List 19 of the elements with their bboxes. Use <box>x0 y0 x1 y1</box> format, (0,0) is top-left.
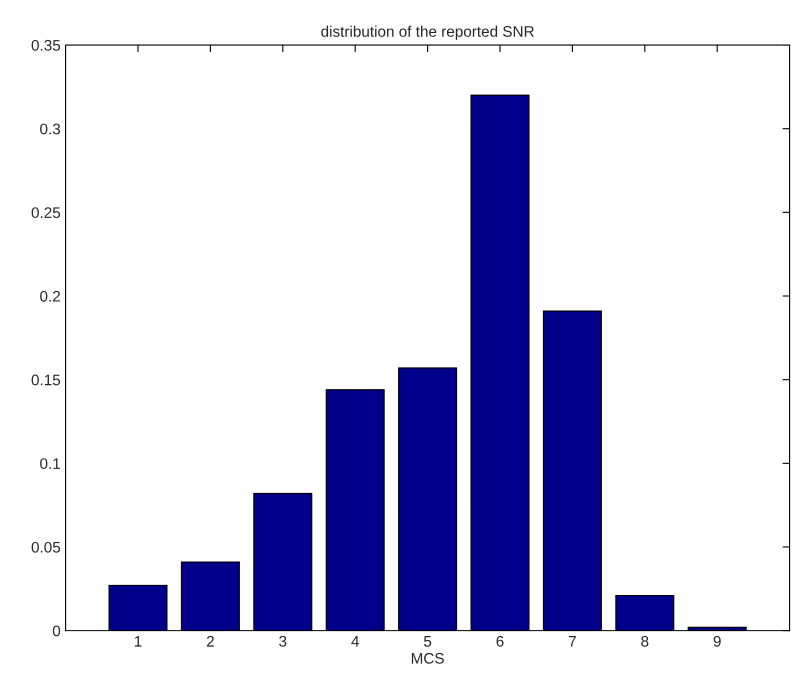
x-tick-label: 8 <box>641 636 648 647</box>
x-tick-label: 2 <box>206 636 214 647</box>
y-tick-label: 0.15 <box>32 374 60 386</box>
x-axis-title: MCS <box>412 652 444 664</box>
x-tick-label: 1 <box>134 636 142 647</box>
x-tick-label: 9 <box>714 636 721 647</box>
y-tick-label: 0.2 <box>40 290 60 302</box>
x-tick-label: 5 <box>424 636 432 647</box>
x-tick-label: 6 <box>496 636 504 647</box>
y-tick-label: 0 <box>52 626 60 636</box>
y-tick-label: 0.35 <box>32 40 60 51</box>
y-tick-label: 0.1 <box>40 458 60 470</box>
x-tick-label: 4 <box>351 636 359 647</box>
x-tick-label: 3 <box>279 636 286 647</box>
chart-title: distribution of the reported SNR <box>321 26 534 40</box>
x-tick-label: 7 <box>568 636 576 647</box>
y-tick-label: 0.25 <box>32 207 60 218</box>
y-tick-label: 0.05 <box>32 542 60 553</box>
y-tick-label: 0.3 <box>40 124 60 134</box>
